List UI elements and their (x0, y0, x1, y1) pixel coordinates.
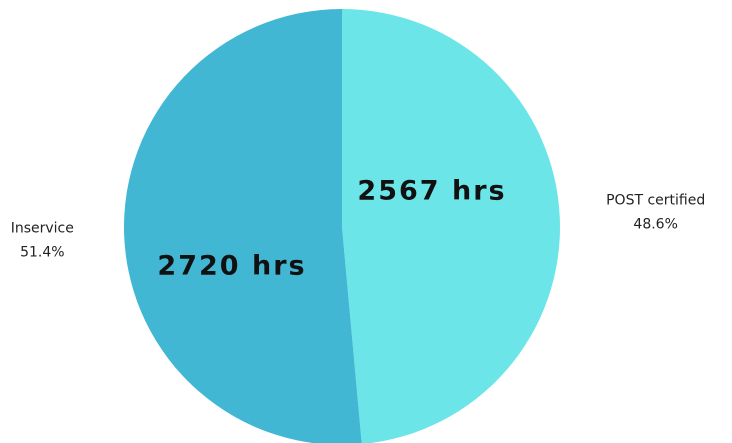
value-label: 2567 hrs (357, 176, 506, 207)
pie-slice (342, 9, 560, 443)
pie-slice (124, 9, 362, 443)
percent-label: 48.6% (633, 217, 677, 233)
value-label: 2720 hrs (157, 251, 306, 282)
category-label: POST certified (606, 193, 705, 209)
percent-label: 51.4% (20, 245, 64, 261)
category-label: Inservice (11, 221, 74, 237)
